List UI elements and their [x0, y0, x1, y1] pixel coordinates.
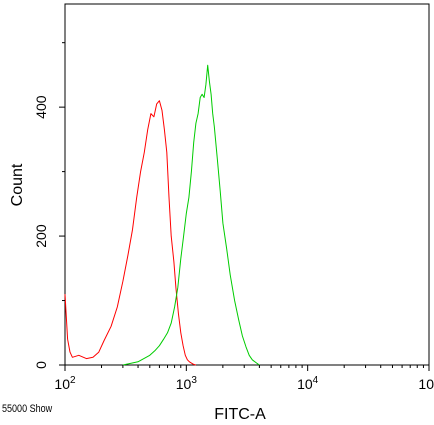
y-axis-ticks: 0 200 400	[33, 42, 65, 369]
x-tick-label: 104	[297, 375, 319, 392]
series-line-1	[64, 100, 197, 366]
x-axis-label: FITC-A	[214, 406, 266, 423]
series-layer	[64, 64, 260, 366]
x-tick-label: 103	[176, 375, 198, 392]
series-line-2	[122, 64, 260, 366]
y-tick-label: 400	[33, 95, 49, 119]
plot-frame	[64, 3, 430, 366]
y-tick-label: 200	[33, 224, 49, 248]
x-tick-label: 102	[54, 375, 76, 392]
footer-note: 55000 Show	[2, 403, 53, 415]
y-tick-label: 0	[33, 361, 49, 369]
x-tick-label: 105	[418, 375, 434, 392]
x-axis-ticks: 102 103 104 105	[54, 365, 434, 392]
y-axis-label: Count	[9, 163, 26, 206]
